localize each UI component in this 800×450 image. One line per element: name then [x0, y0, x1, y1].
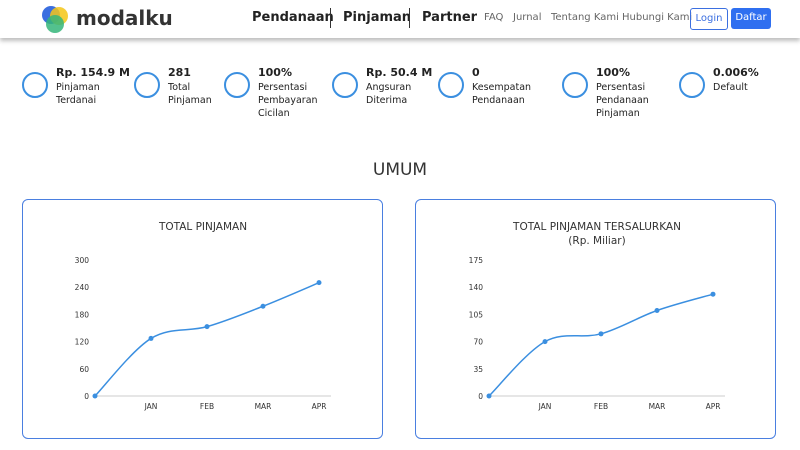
- header: modalku Pendanaan Pinjaman Partner FAQ J…: [0, 0, 800, 38]
- stat-label: Kesempatan Pendanaan: [472, 82, 532, 106]
- stat-label: Pinjaman Terdanai: [56, 82, 100, 106]
- chart-subtitle: (Rp. Miliar): [568, 235, 625, 247]
- stat-icon: [22, 72, 48, 98]
- y-tick-label: 105: [469, 310, 484, 319]
- data-point: [710, 291, 716, 297]
- x-tick-label: MAR: [255, 402, 272, 411]
- nav-link[interactable]: Jurnal: [513, 12, 542, 23]
- y-tick-label: 180: [75, 310, 90, 319]
- stat-value: 0.006%: [713, 66, 759, 79]
- y-tick-label: 300: [75, 256, 90, 265]
- nav-link[interactable]: Partner: [422, 10, 478, 25]
- stat-label: Total Pinjaman: [168, 82, 212, 106]
- separator: [409, 8, 410, 28]
- stat-value: 100%: [258, 66, 292, 79]
- y-tick-label: 240: [75, 283, 90, 292]
- data-point: [92, 393, 98, 399]
- stat-value: Rp. 154.9 M: [56, 66, 130, 79]
- stat-label: Angsuran Diterima: [366, 82, 412, 106]
- chart-title: TOTAL PINJAMAN: [158, 221, 247, 233]
- nav-link[interactable]: Hubungi Kami: [622, 12, 693, 23]
- x-tick-label: JAN: [538, 402, 552, 411]
- x-tick-label: JAN: [144, 402, 158, 411]
- chart-card: TOTAL PINJAMAN 0 60 120 180 240 300 JAN FEB MAR AP…: [22, 199, 383, 439]
- data-point: [204, 324, 210, 330]
- stat-icon: [562, 72, 588, 98]
- y-tick-label: 120: [75, 338, 90, 347]
- chart: TOTAL PINJAMAN 0 60 120 180 240 300 JAN FEB MAR AP…: [75, 221, 331, 411]
- data-point: [598, 331, 604, 337]
- nav-link[interactable]: Pinjaman: [343, 10, 412, 25]
- data-point: [260, 303, 266, 309]
- data-point: [316, 280, 322, 286]
- x-tick-label: APR: [706, 402, 721, 411]
- nav-link[interactable]: Tentang Kami: [551, 12, 619, 23]
- x-tick-label: FEB: [200, 402, 214, 411]
- stat-label: Persentasi Pembayaran Cicilan: [258, 82, 318, 119]
- data-point: [542, 339, 548, 345]
- stat-icon: [224, 72, 250, 98]
- stat-value: 0: [472, 66, 480, 79]
- section-title: UMUM: [372, 160, 428, 180]
- chart: TOTAL PINJAMAN TERSALURKAN (Rp. Miliar) 0 3…: [469, 221, 725, 411]
- x-tick-label: FEB: [594, 402, 608, 411]
- y-tick-label: 70: [473, 338, 483, 347]
- x-tick-label: MAR: [649, 402, 666, 411]
- stat-icon: [438, 72, 464, 98]
- stat-icon: [134, 72, 160, 98]
- data-point: [486, 393, 492, 399]
- line: [488, 293, 714, 397]
- logo-icon[interactable]: [40, 4, 70, 34]
- signup-button[interactable]: Daftar: [731, 8, 771, 29]
- data-point: [654, 308, 660, 314]
- chart-title: TOTAL PINJAMAN TERSALURKAN: [512, 221, 681, 233]
- logo[interactable]: modalku: [76, 6, 173, 30]
- nav-link[interactable]: Pendanaan: [252, 10, 334, 25]
- y-tick-label: 35: [473, 365, 483, 374]
- stat-icon: [332, 72, 358, 98]
- stat-label: Default: [713, 82, 748, 93]
- y-tick-label: 60: [79, 365, 89, 374]
- stat-value: Rp. 50.4 M: [366, 66, 433, 79]
- chart-card: TOTAL PINJAMAN TERSALURKAN (Rp. Miliar) 0 3…: [415, 199, 776, 439]
- y-tick-label: 0: [478, 392, 483, 401]
- y-tick-label: 140: [469, 283, 484, 292]
- stat-value: 281: [168, 66, 191, 79]
- line: [94, 281, 320, 397]
- data-point: [148, 335, 154, 341]
- stat-label: Persentasi Pendanaan Pinjaman: [596, 82, 649, 119]
- login-button[interactable]: Login: [690, 8, 728, 30]
- y-tick-label: 175: [469, 256, 484, 265]
- nav-link[interactable]: FAQ: [484, 12, 504, 23]
- stat-icon: [679, 72, 705, 98]
- y-tick-label: 0: [84, 392, 89, 401]
- separator: [330, 8, 331, 28]
- x-tick-label: APR: [312, 402, 327, 411]
- stat-value: 100%: [596, 66, 630, 79]
